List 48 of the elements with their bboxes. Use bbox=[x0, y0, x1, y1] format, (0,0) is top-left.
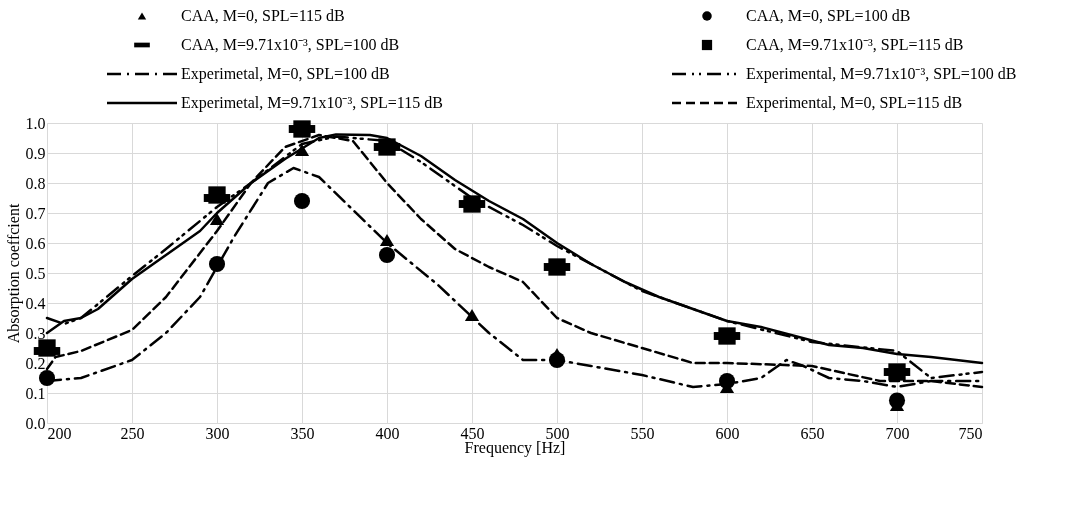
point bbox=[38, 369, 56, 387]
x-tick-label: 300 bbox=[205, 424, 230, 442]
y-tick-label: 0.4 bbox=[25, 294, 46, 312]
point bbox=[38, 339, 56, 357]
x-tick-label: 550 bbox=[630, 424, 655, 442]
y-tick-label: 0.2 bbox=[25, 354, 46, 372]
legend-label: CAA, M=0, SPL=100 dB bbox=[746, 7, 911, 24]
point bbox=[293, 192, 311, 210]
point bbox=[293, 120, 311, 138]
y-tick-label: 0.5 bbox=[25, 264, 46, 282]
point bbox=[548, 351, 566, 369]
point bbox=[208, 186, 226, 204]
x-tick-label: 250 bbox=[120, 424, 145, 442]
x-tick-label: 600 bbox=[715, 424, 740, 442]
x-tick-label: 650 bbox=[800, 424, 825, 442]
point bbox=[294, 143, 310, 157]
y-tick-label: 0.6 bbox=[25, 234, 46, 252]
y-tick-label: 0.8 bbox=[25, 174, 46, 192]
x-tick-label: 400 bbox=[375, 424, 400, 442]
x-tick-label: 750 bbox=[958, 424, 983, 442]
point bbox=[888, 363, 906, 381]
legend-label: Experimetal, M=0, SPL=100 dB bbox=[181, 65, 390, 83]
y-tick-label: 0.9 bbox=[25, 144, 46, 162]
legend-label: Experimetal, M=9.71x10⁻³, SPL=115 dB bbox=[181, 94, 443, 112]
x-tick-label: 200 bbox=[47, 424, 72, 442]
point bbox=[379, 233, 395, 247]
point bbox=[718, 372, 736, 390]
point bbox=[208, 255, 226, 273]
y-tick-label: 0.3 bbox=[25, 324, 46, 342]
legend-label: Experimental, M=9.71x10⁻³, SPL=100 dB bbox=[746, 65, 1017, 83]
point bbox=[378, 246, 396, 264]
legend-label: CAA, M=9.71x10⁻³, SPL=100 dB bbox=[181, 36, 400, 53]
y-tick-label: 0.7 bbox=[25, 204, 46, 222]
y-axis-title: Absorption coeffcient bbox=[4, 203, 23, 344]
legend-label: CAA, M=9.71x10⁻³, SPL=115 dB bbox=[746, 36, 964, 53]
legend-label: CAA, M=0, SPL=115 dB bbox=[181, 7, 345, 24]
point bbox=[464, 308, 480, 322]
x-tick-label: 700 bbox=[885, 424, 910, 442]
point bbox=[888, 392, 906, 409]
x-tick-label: 350 bbox=[290, 424, 315, 442]
y-tick-label: 0.1 bbox=[25, 384, 46, 402]
point bbox=[209, 212, 225, 226]
point bbox=[718, 327, 736, 345]
y-tick-label: 0.0 bbox=[25, 414, 46, 432]
point bbox=[548, 258, 566, 276]
y-tick-label: 1.0 bbox=[25, 114, 46, 132]
legend-label: Experimental, M=0, SPL=115 dB bbox=[746, 94, 963, 112]
point bbox=[378, 138, 396, 156]
